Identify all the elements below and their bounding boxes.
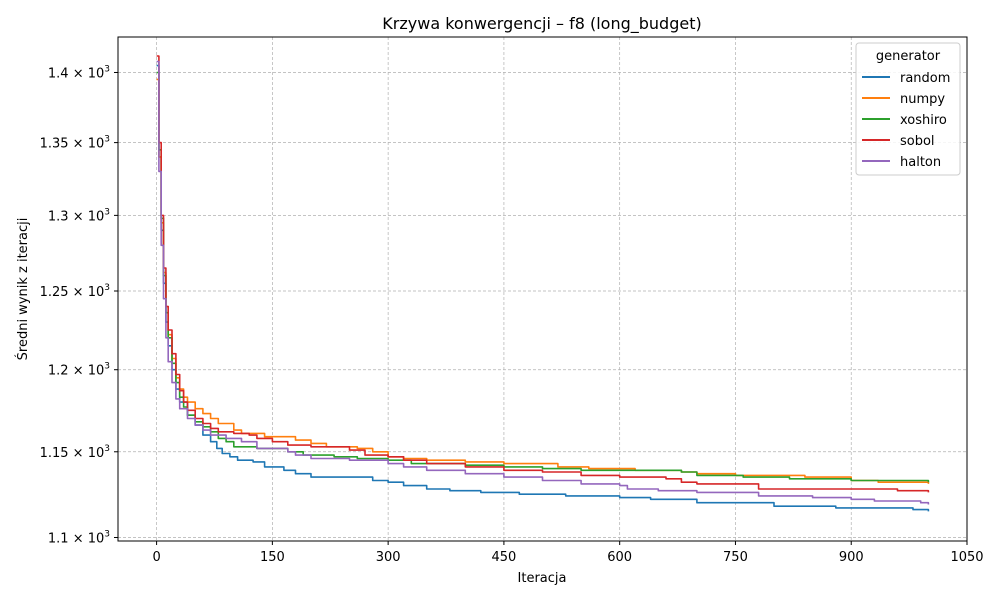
legend-label-numpy: numpy — [900, 92, 945, 107]
y-tick-label: 1.2 × 103 — [48, 362, 110, 379]
series-line-sobol — [156, 55, 930, 493]
x-tick-label: 750 — [723, 550, 748, 565]
series-line-halton — [156, 60, 930, 505]
series-line-random — [156, 64, 930, 512]
legend: generator random numpy xoshiro sobol halton — [855, 42, 961, 176]
y-tick-label: 1.35 × 103 — [40, 135, 110, 152]
series-lines — [156, 55, 930, 512]
legend-label-halton: halton — [900, 155, 941, 170]
y-tick-label: 1.1 × 103 — [48, 529, 110, 546]
x-tick-label: 450 — [491, 550, 516, 565]
y-axis-title: Średni wynik z iteracji — [15, 218, 31, 361]
x-axis-ticks: 0 150 300 450 600 750 900 1050 — [152, 541, 984, 565]
x-tick-label: 0 — [152, 550, 160, 565]
y-tick-label: 1.4 × 103 — [48, 64, 110, 81]
chart-title: Krzywa konwergencji – f8 (long_budget) — [382, 14, 701, 34]
legend-label-random: random — [900, 71, 950, 86]
y-axis-ticks: 1.1 × 103 1.15 × 103 1.2 × 103 1.25 × 103 1.… — [40, 64, 118, 546]
legend-title: generator — [876, 49, 941, 64]
y-tick-label: 1.25 × 103 — [40, 283, 110, 300]
plot-frame — [117, 36, 968, 542]
x-tick-label: 150 — [260, 550, 285, 565]
x-tick-label: 600 — [607, 550, 632, 565]
legend-label-sobol: sobol — [900, 134, 935, 149]
legend-label-xoshiro: xoshiro — [900, 113, 947, 128]
y-tick-label: 1.15 × 103 — [40, 444, 110, 461]
x-axis-title: Iteracja — [518, 571, 567, 586]
y-tick-label: 1.3 × 103 — [48, 207, 110, 224]
x-tick-label: 1050 — [950, 550, 983, 565]
grid-lines — [118, 37, 968, 541]
x-tick-label: 900 — [839, 550, 864, 565]
x-tick-label: 300 — [376, 550, 401, 565]
